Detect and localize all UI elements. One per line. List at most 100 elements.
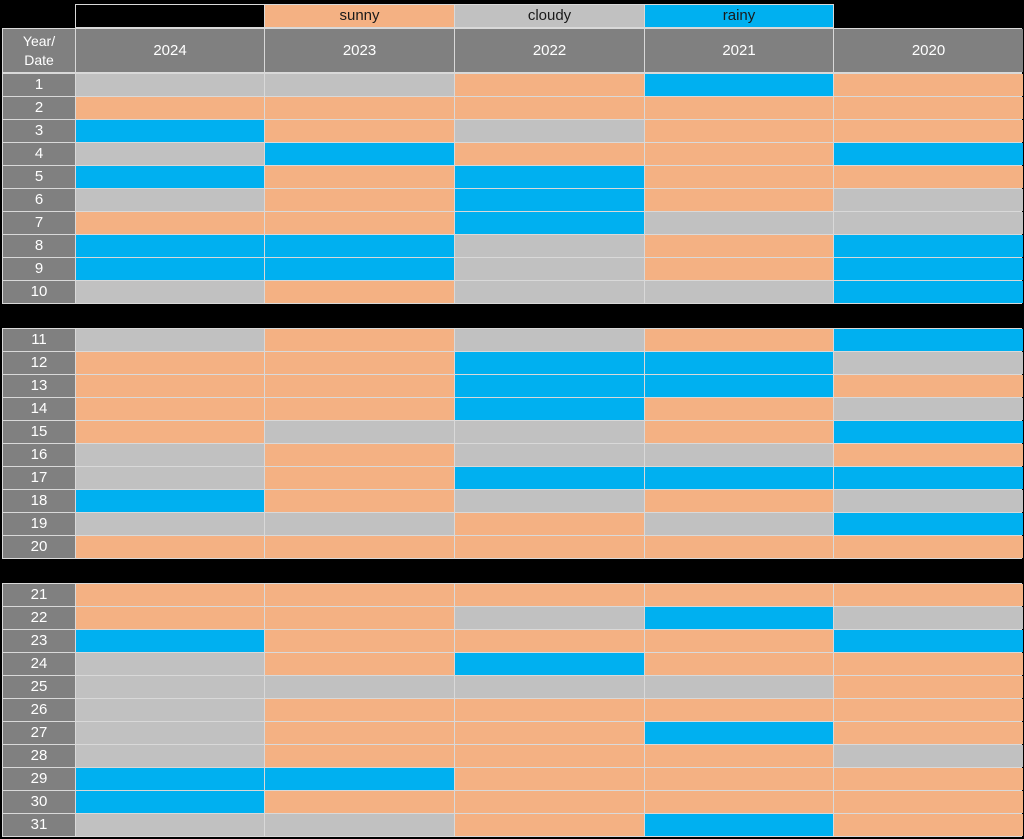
weather-cell-2020-day27-sunny (834, 722, 1023, 744)
weather-cell-2022-day27-sunny (455, 722, 644, 744)
weather-cell-2024-day26-cloudy (76, 699, 264, 721)
weather-cell-2021-day19-cloudy (645, 513, 833, 535)
row-label-8: 8 (3, 235, 75, 257)
weather-cell-2022-day26-sunny (455, 699, 644, 721)
weather-cell-2024-day18-rainy (76, 490, 264, 512)
legend-right-filler (834, 5, 1023, 27)
row-label-24: 24 (3, 653, 75, 675)
weather-cell-2022-day21-sunny (455, 584, 644, 606)
weather-cell-2024-day5-rainy (76, 166, 264, 188)
weather-cell-2024-day3-rainy (76, 120, 264, 142)
weather-cell-2023-day26-sunny (265, 699, 454, 721)
weather-cell-2022-day12-rainy (455, 352, 644, 374)
column-header-2024: 2024 (76, 29, 264, 72)
weather-cell-2023-day13-sunny (265, 375, 454, 397)
row-block-2: 11 12 13 14 15 16 17 18 19 20 (2, 328, 1023, 559)
weather-cell-2022-day20-sunny (455, 536, 644, 558)
weather-cell-2020-day13-sunny (834, 375, 1023, 397)
weather-cell-2022-day9-cloudy (455, 258, 644, 280)
row-label-12: 12 (3, 352, 75, 374)
weather-cell-2022-day1-sunny (455, 74, 644, 96)
weather-cell-2023-day14-sunny (265, 398, 454, 420)
weather-cell-2020-day11-rainy (834, 329, 1023, 351)
weather-cell-2022-day3-cloudy (455, 120, 644, 142)
weather-cell-2022-day30-sunny (455, 791, 644, 813)
weather-cell-2024-day29-rainy (76, 768, 264, 790)
weather-cell-2023-day10-sunny (265, 281, 454, 303)
row-label-26: 26 (3, 699, 75, 721)
legend-label-sunny: sunny (339, 7, 380, 25)
corner-header-year-date: Year/ Date (3, 29, 75, 72)
weather-cell-2022-day2-sunny (455, 97, 644, 119)
weather-cell-2024-day17-cloudy (76, 467, 264, 489)
row-label-7: 7 (3, 212, 75, 234)
weather-cell-2022-day6-rainy (455, 189, 644, 211)
weather-cell-2024-day31-cloudy (76, 814, 264, 836)
row-label-11: 11 (3, 329, 75, 351)
legend-label-rainy: rainy (722, 7, 756, 25)
weather-cell-2023-day12-sunny (265, 352, 454, 374)
weather-cell-2024-day22-sunny (76, 607, 264, 629)
weather-cell-2021-day28-sunny (645, 745, 833, 767)
weather-cell-2022-day31-sunny (455, 814, 644, 836)
weather-cell-2020-day10-rainy (834, 281, 1023, 303)
weather-cell-2023-day11-sunny (265, 329, 454, 351)
weather-cell-2024-day15-sunny (76, 421, 264, 443)
block-separator (2, 304, 1022, 328)
weather-cell-2020-day25-sunny (834, 676, 1023, 698)
weather-cell-2022-day28-sunny (455, 745, 644, 767)
weather-cell-2021-day4-sunny (645, 143, 833, 165)
row-label-18: 18 (3, 490, 75, 512)
row-label-20: 20 (3, 536, 75, 558)
weather-cell-2021-day14-sunny (645, 398, 833, 420)
legend-empty-cell (76, 5, 264, 27)
column-header-2023: 2023 (265, 29, 454, 72)
weather-cell-2021-day30-sunny (645, 791, 833, 813)
row-label-25: 25 (3, 676, 75, 698)
weather-cell-2024-day12-sunny (76, 352, 264, 374)
weather-cell-2023-day30-sunny (265, 791, 454, 813)
weather-cell-2024-day2-sunny (76, 97, 264, 119)
weather-cell-2023-day3-sunny (265, 120, 454, 142)
weather-cell-2024-day14-sunny (76, 398, 264, 420)
weather-cell-2023-day15-cloudy (265, 421, 454, 443)
weather-cell-2022-day23-sunny (455, 630, 644, 652)
row-block-3: 21 22 23 24 25 26 27 28 29 30 31 (2, 583, 1023, 837)
row-label-27: 27 (3, 722, 75, 744)
weather-cell-2021-day27-rainy (645, 722, 833, 744)
weather-cell-2021-day15-sunny (645, 421, 833, 443)
legend-label-cloudy: cloudy (527, 7, 572, 25)
weather-cell-2024-day4-cloudy (76, 143, 264, 165)
legend-corner-filler (3, 5, 75, 27)
legend-item-rainy: rainy (645, 5, 833, 27)
weather-cell-2021-day17-rainy (645, 467, 833, 489)
weather-cell-2021-day5-sunny (645, 166, 833, 188)
weather-cell-2024-day28-cloudy (76, 745, 264, 767)
weather-cell-2021-day18-sunny (645, 490, 833, 512)
weather-cell-2021-day9-sunny (645, 258, 833, 280)
weather-cell-2020-day19-rainy (834, 513, 1023, 535)
weather-cell-2020-day8-rainy (834, 235, 1023, 257)
weather-cell-2023-day27-sunny (265, 722, 454, 744)
weather-cell-2021-day23-sunny (645, 630, 833, 652)
weather-cell-2023-day19-cloudy (265, 513, 454, 535)
weather-cell-2023-day28-sunny (265, 745, 454, 767)
weather-cell-2021-day26-sunny (645, 699, 833, 721)
row-label-5: 5 (3, 166, 75, 188)
weather-cell-2022-day15-cloudy (455, 421, 644, 443)
weather-cell-2021-day6-sunny (645, 189, 833, 211)
weather-cell-2023-day5-sunny (265, 166, 454, 188)
row-label-10: 10 (3, 281, 75, 303)
row-block-1: 1 2 3 4 5 6 7 8 9 10 (2, 73, 1023, 304)
weather-cell-2024-day19-cloudy (76, 513, 264, 535)
row-label-9: 9 (3, 258, 75, 280)
row-label-29: 29 (3, 768, 75, 790)
row-label-31: 31 (3, 814, 75, 836)
weather-cell-2021-day11-sunny (645, 329, 833, 351)
column-header-2021: 2021 (645, 29, 833, 72)
weather-cell-2023-day7-sunny (265, 212, 454, 234)
weather-cell-2022-day11-cloudy (455, 329, 644, 351)
weather-cell-2020-day29-sunny (834, 768, 1023, 790)
weather-cell-2022-day16-cloudy (455, 444, 644, 466)
